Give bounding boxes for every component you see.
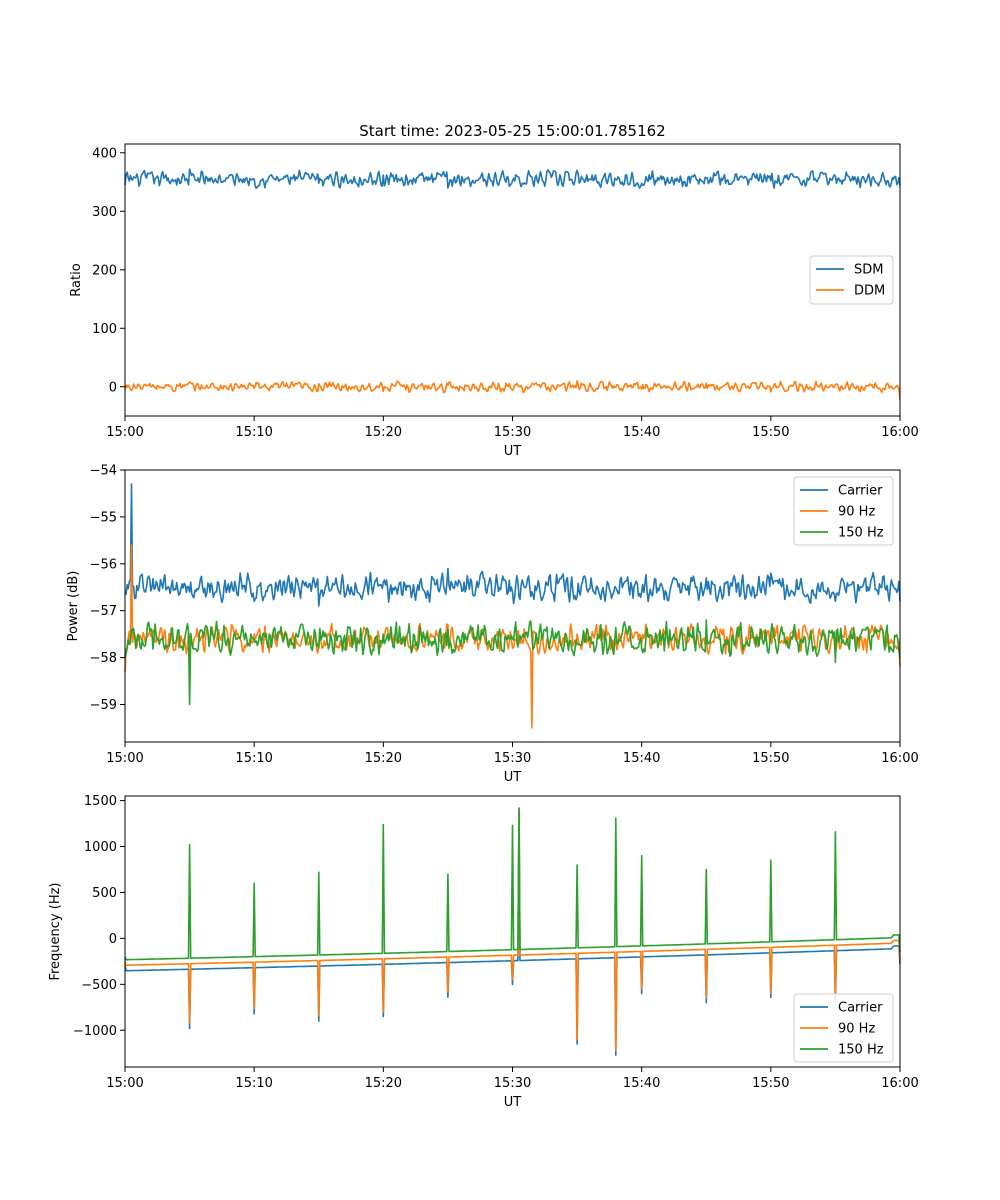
x-tick-label: 15:40: [623, 751, 660, 766]
x-tick-label: 15:10: [235, 425, 272, 440]
y-tick-label: −59: [90, 698, 117, 713]
y-tick-label: −55: [90, 510, 117, 525]
series-line-carrier: [124, 808, 901, 1056]
x-tick-label: 16:00: [881, 425, 918, 440]
x-tick-label: 15:50: [752, 425, 789, 440]
x-tick-label: 16:00: [881, 1076, 918, 1091]
y-tick-label: 300: [92, 205, 117, 220]
legend-label-150-hz: 150 Hz: [838, 1043, 884, 1058]
x-tick-label: 15:00: [106, 425, 143, 440]
x-tick-label: 15:20: [365, 1076, 402, 1091]
y-tick-label: −56: [90, 557, 117, 572]
series-line-150-hz: [124, 807, 901, 961]
axes-frame: [124, 469, 901, 743]
y-tick-label: −57: [90, 604, 117, 619]
x-tick-label: 15:40: [623, 425, 660, 440]
series-line-carrier: [124, 483, 901, 607]
legend: Carrier 90 Hz 150 Hz: [793, 993, 894, 1063]
y-tick-label: 1500: [84, 794, 117, 809]
legend-label-ddm: DDM: [854, 284, 885, 299]
y-tick-label: 100: [92, 322, 117, 337]
x-tick-label: 15:20: [365, 425, 402, 440]
y-tick-label: 0: [109, 380, 117, 395]
y-tick-label: 400: [92, 146, 117, 161]
y-axis-label: Ratio: [69, 263, 84, 296]
x-tick-label: 15:30: [494, 751, 531, 766]
legend-box: [809, 255, 894, 305]
chart-panel-3: 15:00 15:10 15:20 15:30 15:40 15:50 16:00 UT −10…: [48, 794, 919, 1110]
legend: SDM DDM: [809, 255, 894, 305]
y-axis-label: Frequency (Hz): [48, 882, 63, 980]
figure-title: Start time: 2023-05-25 15:00:01.785162: [359, 122, 665, 140]
legend-label-sdm: SDM: [854, 263, 883, 278]
axes-frame: [124, 143, 901, 417]
x-tick-label: 15:30: [494, 425, 531, 440]
x-tick-label: 16:00: [881, 751, 918, 766]
legend-box: [793, 993, 894, 1063]
legend-label-90-hz: 90 Hz: [838, 1022, 875, 1037]
series-line-150-hz: [124, 619, 901, 706]
y-tick-label: 0: [109, 932, 117, 947]
x-axis-label: UT: [504, 770, 522, 785]
x-tick-label: 15:20: [365, 751, 402, 766]
chart-panel-2: 15:00 15:10 15:20 15:30 15:40 15:50 16:00 UT −59…: [66, 464, 919, 786]
y-tick-label: 500: [92, 886, 117, 901]
legend-label-90-hz: 90 Hz: [838, 505, 875, 520]
series-line-90-hz: [124, 808, 901, 1052]
legend-box: [793, 476, 894, 546]
series-line-sdm: [124, 168, 901, 189]
legend-label-carrier: Carrier: [838, 1001, 883, 1016]
y-tick-label: −1000: [73, 1024, 117, 1039]
y-tick-label: 1000: [84, 840, 117, 855]
y-axis-label: Power (dB): [66, 571, 81, 642]
x-tick-label: 15:30: [494, 1076, 531, 1091]
x-tick-label: 15:10: [235, 1076, 272, 1091]
x-tick-label: 15:00: [106, 751, 143, 766]
legend-label-carrier: Carrier: [838, 484, 883, 499]
legend-label-150-hz: 150 Hz: [838, 526, 884, 541]
x-axis-label: UT: [504, 1095, 522, 1110]
y-tick-label: −500: [81, 978, 117, 993]
x-tick-label: 15:10: [235, 751, 272, 766]
y-tick-label: 200: [92, 263, 117, 278]
y-tick-label: −54: [90, 464, 117, 479]
x-tick-label: 15:00: [106, 1076, 143, 1091]
x-tick-label: 15:50: [752, 1076, 789, 1091]
y-tick-label: −58: [90, 651, 117, 666]
x-tick-label: 15:50: [752, 751, 789, 766]
x-axis-label: UT: [504, 444, 522, 459]
series-line-ddm: [124, 380, 901, 400]
x-tick-label: 15:40: [623, 1076, 660, 1091]
chart-panel-1: 15:00 15:10 15:20 15:30 15:40 15:50 16:00 UT 0 10…: [69, 143, 919, 459]
legend: Carrier 90 Hz 150 Hz: [793, 476, 894, 546]
